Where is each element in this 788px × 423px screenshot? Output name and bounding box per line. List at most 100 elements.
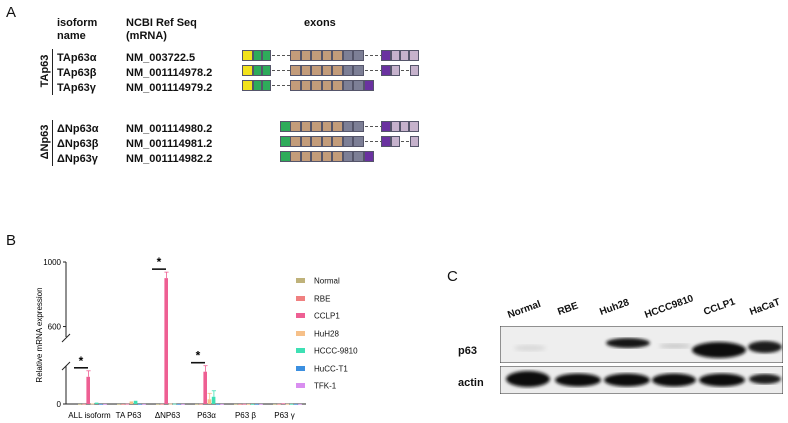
bar [103,403,107,405]
exon-purple [363,80,374,91]
bar [273,403,277,405]
panel-a-label: A [6,4,17,21]
axis-break-mark [61,361,71,371]
bar [277,403,281,405]
bar [177,403,181,405]
bar [121,403,125,405]
bar [156,403,160,405]
bar [255,403,259,405]
bar [298,403,302,405]
ref-seq: NM_003722.5 [126,52,196,64]
panel-b-label: B [6,232,17,249]
exon-lightpurple [400,121,409,132]
exon-tan [300,151,311,162]
exon-tan [300,121,311,132]
legend-item: RBE [296,290,330,308]
legend-label: CCLP1 [314,311,340,321]
bar [285,403,290,405]
isoform-name: TAp63α [57,52,97,64]
exon-tan [321,136,332,147]
exon-purple [363,151,374,162]
exon-slate [342,151,353,162]
exon-tan [321,50,332,61]
exon-tan [290,65,301,76]
exon-slate [353,50,364,61]
exon-tan [321,65,332,76]
ref-seq: NM_001114982.2 [126,153,213,165]
bar [238,403,242,405]
bar [207,399,212,404]
exon-tan [332,65,343,76]
header-isoform-name: isoform name [57,17,98,42]
y-tick-label: 1000 [43,258,61,267]
exon-tan [300,65,311,76]
tick-labels: 0 600 1000 ALL isoform TA P63 ΔNP63 P63α P63 β P… [43,255,295,420]
bars [74,268,302,405]
exon-lightpurple [410,65,419,76]
band-actin-huh28 [604,373,650,387]
bar [246,403,251,405]
lane-label-hccc9810: HCCC9810 [643,293,696,321]
bar [117,403,121,405]
intron-line [272,85,290,86]
bar [289,403,294,405]
bar [142,403,146,405]
bar [195,403,199,405]
exon-tan [311,136,322,147]
exon-tan [332,80,343,91]
intron-line [364,126,383,127]
y-axis-label: Relative mRNA expression [35,287,44,382]
bar [211,396,216,404]
exon-lightpurple [409,50,419,61]
bar [138,403,142,405]
exon-green [253,65,262,76]
row-label-actin: actin [458,377,484,389]
axis-break-mark [61,333,71,343]
intron-line [364,70,383,71]
exon-green [262,65,271,76]
x-tick-label: P63 γ [274,411,294,420]
isoform-name: ΔNp63α [57,123,99,135]
legend: Normal RBE CCLP1 HuH28 HCCC-9810 HuCC-T1 TFK-1 [296,272,396,412]
band-p63-hccc9810 [659,343,691,349]
lane-label-huh28: Huh28 [598,297,631,318]
bar [181,403,185,405]
exon-slate [342,80,353,91]
bar [234,403,238,405]
legend-label: Normal [314,276,340,286]
bar [78,403,82,405]
exon-yellow [242,50,253,61]
legend-swatch [296,383,305,389]
legend-item: HuH28 [296,325,339,343]
bar [86,376,90,404]
bar [125,403,129,405]
isoform-name: TAp63γ [57,82,96,94]
intron-line [401,70,409,71]
band-p63-cclp1 [692,342,746,358]
band-actin-rbe [555,373,601,387]
legend-item: HuCC-T1 [296,360,348,378]
exon-tan [311,80,322,91]
intron-line [401,141,409,142]
exon-purple [381,50,391,61]
bar [259,403,263,405]
exon-tan [332,136,343,147]
intron-line [272,70,290,71]
exon-green [262,80,271,91]
band-p63-normal [514,345,546,351]
legend-label: HCCC-9810 [314,346,358,356]
exon-lightpurple [391,136,400,147]
exon-diagrams [0,0,788,180]
bar [90,403,95,405]
bar [199,403,203,405]
bar [250,403,255,405]
lane-label-rbe: RBE [556,300,580,318]
legend-item: HCCC-9810 [296,342,358,360]
bar [220,403,224,405]
isoform-name: TAp63β [57,67,97,79]
exon-tan [300,50,311,61]
x-tick-label: P63 β [235,411,256,420]
bar [129,401,134,404]
exon-lightpurple [391,50,400,61]
exon-purple [381,121,391,132]
